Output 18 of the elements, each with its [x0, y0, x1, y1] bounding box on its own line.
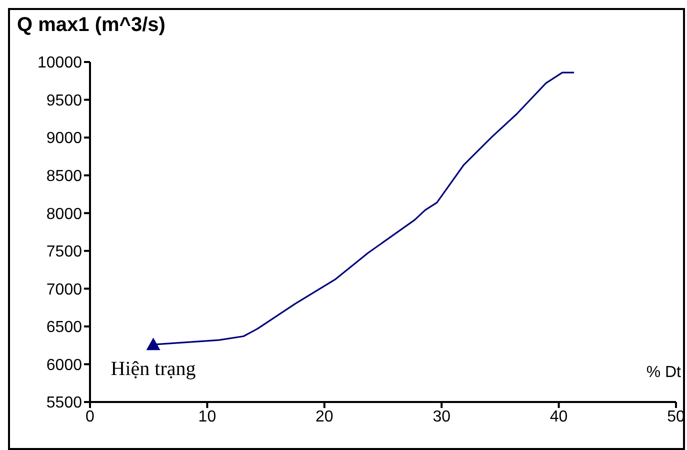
x-tick-label: 20 [316, 408, 334, 426]
y-tick-label: 7500 [46, 244, 82, 261]
x-axis-title: % Dt [646, 364, 681, 382]
y-tick-label: 6000 [46, 356, 82, 374]
y-tick-label: 9500 [46, 92, 82, 110]
x-tick-label: 0 [86, 408, 95, 426]
y-tick-label: 10000 [38, 54, 82, 72]
y-tick-label: 9000 [46, 130, 82, 148]
x-tick-label: 40 [550, 408, 568, 426]
y-tick-label: 5500 [46, 394, 82, 412]
y-tick-label: 8500 [46, 168, 82, 186]
y-tick-label: 7000 [46, 281, 82, 298]
annotation: Hiện trạng [110, 358, 196, 380]
y-tick-label: 8000 [46, 206, 82, 223]
y-tick-label: 6500 [46, 319, 82, 336]
x-tick-label: 30 [432, 408, 451, 426]
x-tick-label: 10 [198, 408, 216, 426]
y-axis-title: Q max1 (m^3/s) [17, 14, 166, 37]
